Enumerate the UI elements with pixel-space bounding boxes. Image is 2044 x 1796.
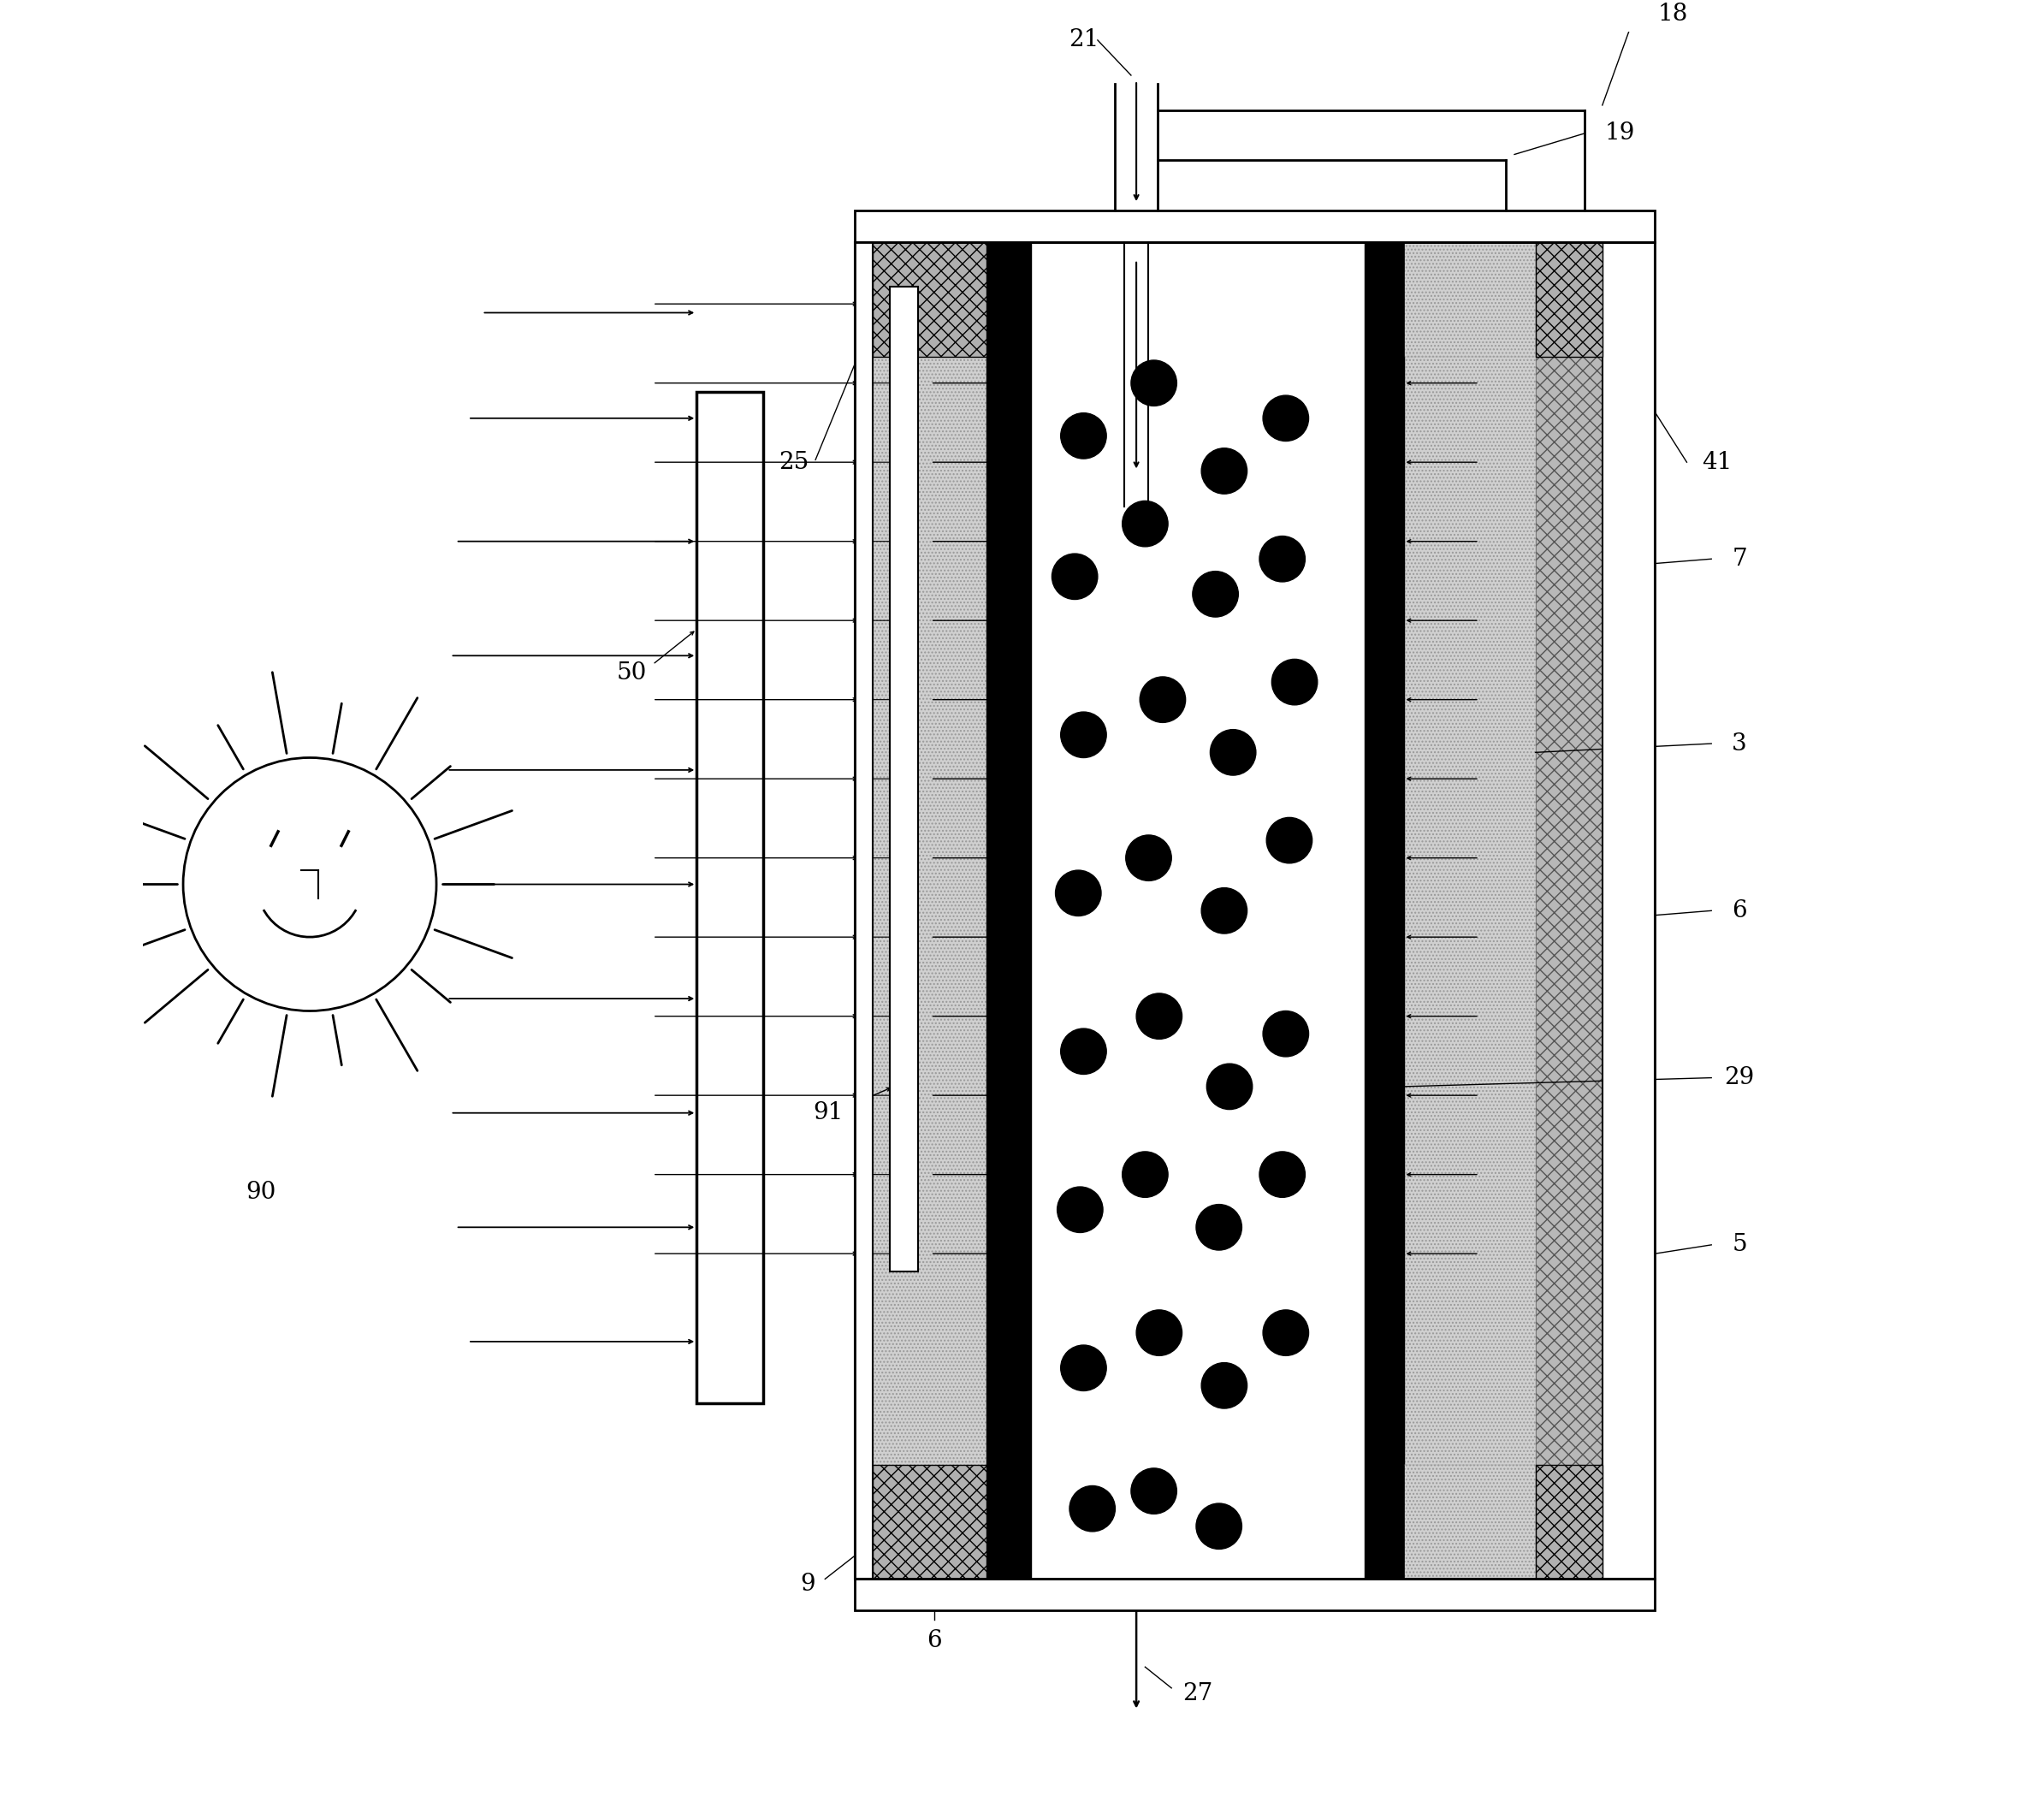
Text: 25: 25	[779, 451, 809, 474]
Circle shape	[1057, 1187, 1104, 1232]
Bar	[854, 242, 873, 1579]
Circle shape	[1202, 887, 1247, 934]
Text: 9: 9	[799, 1573, 816, 1597]
Circle shape	[1130, 361, 1177, 406]
Text: 6: 6	[1731, 900, 1748, 921]
Bar	[854, 1579, 1656, 1611]
Circle shape	[1271, 659, 1318, 704]
Bar	[987, 1466, 1030, 1579]
Circle shape	[1061, 1029, 1106, 1074]
Bar	[1404, 1466, 1535, 1579]
Text: 5: 5	[1731, 1234, 1748, 1257]
Bar	[873, 242, 987, 357]
Circle shape	[1122, 501, 1167, 546]
Text: 7: 7	[1731, 548, 1748, 571]
Bar	[873, 242, 987, 1579]
Bar	[987, 242, 1030, 357]
Bar	[854, 242, 1656, 1579]
Circle shape	[1202, 1363, 1247, 1408]
Circle shape	[1196, 1205, 1243, 1250]
Circle shape	[1192, 571, 1239, 618]
Circle shape	[1069, 1485, 1116, 1532]
Circle shape	[1136, 1309, 1181, 1356]
Text: 19: 19	[1605, 122, 1635, 145]
Circle shape	[1210, 729, 1255, 776]
Circle shape	[1061, 711, 1106, 758]
Circle shape	[1141, 677, 1186, 722]
Bar	[1365, 242, 1404, 1579]
Text: 3: 3	[1731, 733, 1748, 754]
Bar	[873, 1466, 987, 1579]
Bar	[1602, 242, 1656, 1579]
Bar	[1535, 242, 1602, 1579]
Bar	[854, 242, 1656, 1579]
Circle shape	[1267, 817, 1312, 864]
Text: 6: 6	[926, 1629, 942, 1652]
Bar	[1535, 1466, 1602, 1579]
Circle shape	[1126, 835, 1171, 880]
Circle shape	[1053, 553, 1098, 600]
Circle shape	[1196, 1503, 1243, 1550]
Circle shape	[1263, 395, 1308, 442]
Circle shape	[1259, 535, 1306, 582]
Circle shape	[1206, 1063, 1253, 1110]
Bar	[1404, 242, 1535, 1579]
Circle shape	[1202, 449, 1247, 494]
Circle shape	[1061, 1345, 1106, 1390]
Bar	[1535, 242, 1602, 357]
Circle shape	[1122, 1151, 1167, 1198]
Text: 50: 50	[617, 661, 646, 684]
Circle shape	[1055, 871, 1102, 916]
Text: 27: 27	[1183, 1681, 1212, 1704]
Bar	[1404, 242, 1535, 357]
Circle shape	[184, 758, 435, 1011]
Bar	[697, 392, 764, 1403]
Bar	[854, 210, 1656, 242]
Bar	[1365, 1466, 1404, 1579]
Text: 18: 18	[1658, 2, 1688, 25]
Circle shape	[1263, 1011, 1308, 1056]
Circle shape	[1136, 993, 1181, 1040]
Text: 41: 41	[1701, 451, 1731, 474]
Text: 29: 29	[1725, 1067, 1754, 1090]
Bar	[1030, 242, 1365, 1579]
Bar	[987, 242, 1030, 1579]
Circle shape	[1259, 1151, 1306, 1198]
Circle shape	[1130, 1467, 1177, 1514]
Bar	[1365, 242, 1404, 357]
Circle shape	[1061, 413, 1106, 458]
Text: 91: 91	[814, 1101, 844, 1124]
Text: 90: 90	[245, 1180, 276, 1203]
Circle shape	[1263, 1309, 1308, 1356]
Bar	[889, 286, 918, 1272]
Text: 21: 21	[1069, 29, 1100, 52]
